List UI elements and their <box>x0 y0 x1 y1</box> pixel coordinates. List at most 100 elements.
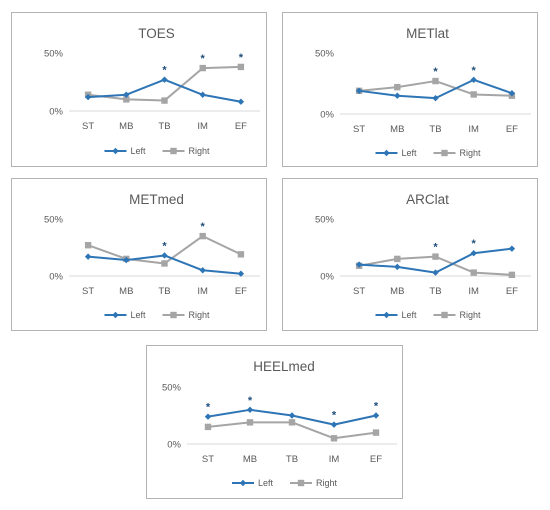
legend-marker-left <box>383 311 390 319</box>
data-point-left <box>508 245 516 252</box>
chart-title: ARClat <box>406 192 449 207</box>
y-tick-label: 50% <box>315 215 335 226</box>
chart-panel-metlat: METlat 0% 50% ST MB TB IM EF * * Left Right <box>282 12 538 167</box>
chart-title: TOES <box>138 26 175 41</box>
x-tick-label: TB <box>158 121 170 132</box>
legend-marker-right <box>170 147 177 155</box>
legend-label-left: Left <box>402 148 418 158</box>
legend-label-right: Right <box>189 310 211 320</box>
chart-panel-heelmed: HEELmed 0% 50% ST MB TB IM EF * * * * Left Right <box>146 345 403 499</box>
data-point-right <box>394 83 401 91</box>
legend-label-left: Left <box>258 478 274 488</box>
data-point-left <box>123 256 130 264</box>
x-tick-label: ST <box>353 286 365 297</box>
x-tick-label: TB <box>158 286 170 297</box>
x-tick-label: TB <box>429 286 441 297</box>
data-point-left <box>246 406 254 413</box>
data-point-left <box>372 412 380 419</box>
data-point-left <box>123 91 130 98</box>
data-point-left <box>432 269 439 276</box>
data-point-left <box>355 261 363 268</box>
data-point-right <box>199 232 206 240</box>
data-point-left <box>204 413 212 420</box>
data-point-left <box>84 93 92 101</box>
legend-marker-right <box>297 479 305 487</box>
legend-label-right: Right <box>189 146 211 156</box>
data-point-left <box>394 92 401 99</box>
x-tick-label: ST <box>82 286 94 297</box>
x-tick-label: EF <box>235 121 247 132</box>
data-point-right <box>394 255 401 263</box>
legend-marker-left <box>112 147 119 155</box>
line-chart: METlat 0% 50% ST MB TB IM EF * * Left Right <box>315 26 531 158</box>
significance-star: * <box>433 66 438 78</box>
x-tick-label: IM <box>197 286 208 297</box>
data-point-right <box>161 260 168 267</box>
legend-label-right: Right <box>316 478 338 488</box>
significance-star: * <box>374 401 379 413</box>
legend-label-left: Left <box>131 310 147 320</box>
y-tick-label: 0% <box>320 272 334 283</box>
legend-marker-right <box>441 149 448 157</box>
line-chart: ARClat 0% 50% ST MB TB IM EF * * Left Right <box>315 192 531 320</box>
data-point-right <box>432 253 439 260</box>
significance-star: * <box>472 238 477 250</box>
legend-label-right: Right <box>460 310 482 320</box>
chart-title: METlat <box>406 26 449 41</box>
x-tick-label: IM <box>468 286 479 297</box>
legend-label-left: Left <box>131 146 147 156</box>
chart-title: METmed <box>129 192 184 207</box>
y-tick-label: 0% <box>49 272 63 283</box>
data-point-left <box>199 91 206 98</box>
legend-marker-left <box>383 149 390 157</box>
data-point-left <box>288 412 296 419</box>
data-point-left <box>355 87 363 95</box>
significance-star: * <box>162 65 167 77</box>
legend-label-left: Left <box>402 310 418 320</box>
data-point-left <box>161 76 168 83</box>
data-point-left <box>470 250 477 257</box>
data-point-left <box>330 421 338 428</box>
data-point-right <box>237 251 245 258</box>
line-chart: METmed 0% 50% ST MB TB IM EF * * Left Right <box>44 192 260 320</box>
y-tick-label: 50% <box>162 383 182 394</box>
legend-marker-right <box>441 311 448 319</box>
data-point-right <box>470 91 477 98</box>
legend-label-right: Right <box>460 148 482 158</box>
data-point-right <box>237 63 245 71</box>
chart-panel-toes: TOES 0% 50% ST MB TB IM EF * * * Left Right <box>11 12 267 167</box>
x-tick-label: EF <box>506 124 518 135</box>
x-tick-label: TB <box>286 454 298 465</box>
significance-star: * <box>162 240 167 252</box>
x-tick-label: ST <box>353 124 365 135</box>
significance-star: * <box>433 242 438 254</box>
data-point-left <box>432 94 439 102</box>
x-tick-label: MB <box>243 454 257 465</box>
data-point-left <box>199 267 206 274</box>
line-chart: TOES 0% 50% ST MB TB IM EF * * * Left Right <box>44 26 260 156</box>
data-point-right <box>372 429 380 436</box>
data-point-right <box>84 242 92 249</box>
data-point-right <box>330 435 338 442</box>
significance-star: * <box>201 53 206 65</box>
x-tick-label: IM <box>329 454 340 465</box>
data-point-right <box>432 77 439 85</box>
data-point-left <box>237 270 245 277</box>
chart-panel-arclat: ARClat 0% 50% ST MB TB IM EF * * Left Right <box>282 178 538 331</box>
significance-star: * <box>332 410 337 422</box>
chart-title: HEELmed <box>253 359 315 374</box>
data-point-left <box>161 252 168 259</box>
x-tick-label: EF <box>235 286 247 297</box>
data-point-right <box>246 419 254 426</box>
x-tick-label: ST <box>202 454 214 465</box>
legend-marker-left <box>112 311 119 319</box>
data-point-right <box>199 64 206 72</box>
y-tick-label: 50% <box>44 215 64 226</box>
data-point-left <box>470 76 477 84</box>
y-tick-label: 0% <box>320 110 334 121</box>
legend-marker-right <box>170 311 177 319</box>
chart-panel-metmed: METmed 0% 50% ST MB TB IM EF * * Left Right <box>11 178 267 331</box>
significance-star: * <box>248 395 253 407</box>
x-tick-label: MB <box>119 121 133 132</box>
significance-star: * <box>206 402 211 414</box>
